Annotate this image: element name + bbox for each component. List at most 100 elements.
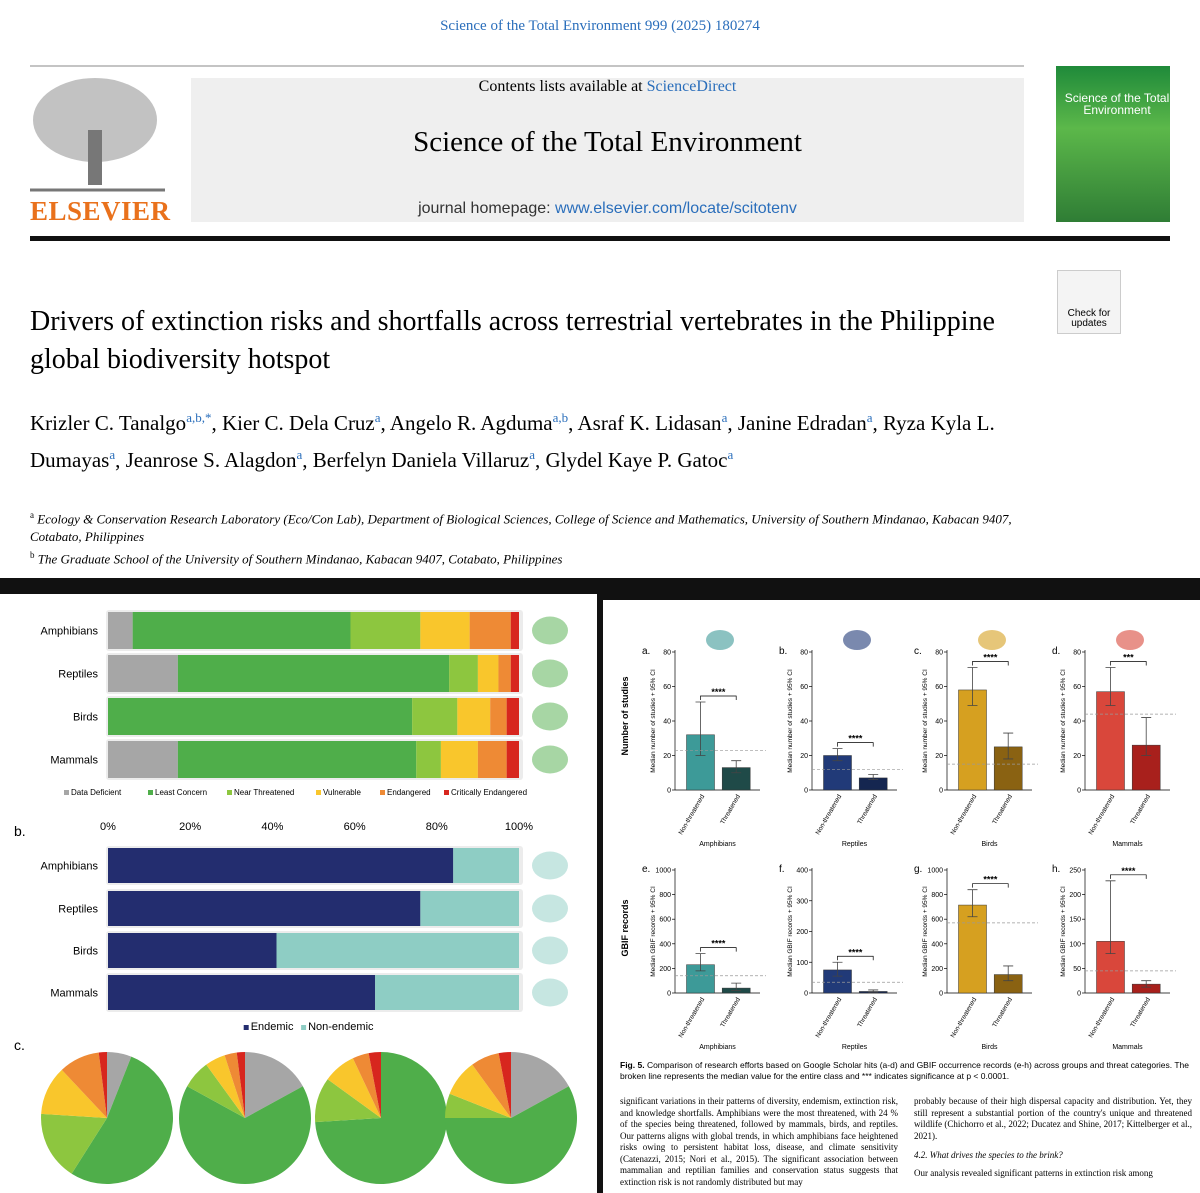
author: Jeanrose S. Alagdona, [125,447,313,472]
significance: **** [848,947,863,957]
column: significant variations in their patterns… [620,1096,898,1193]
homepage-line: journal homepage: www.elsevier.com/locat… [191,200,1024,218]
y-axis-label: Median GBIF records + 95% CI [650,886,657,977]
significance-bracket [837,955,874,961]
significance: *** [1123,653,1134,663]
author-name: Janine Edradan [737,411,867,435]
significance: **** [1121,866,1136,876]
y-tick-label: 0 [667,991,671,998]
author: Ryza Kyla L. Dumayasa, [30,411,995,472]
animal-icon [532,851,568,880]
error-bar [1105,667,1116,706]
bar-segment [132,612,351,649]
panel-letter: g. [914,864,922,875]
x-tick-label: 100% [505,821,533,833]
bar-segment [506,698,519,735]
check-updates[interactable]: Check for updates [1057,270,1121,334]
bar-segment [457,698,491,735]
bar-segment [276,933,519,968]
paragraph: significant variations in their patterns… [620,1096,898,1187]
panel-letter: a. [642,646,650,657]
bar-segment [453,848,519,883]
bar [958,689,987,791]
animal-icon [532,616,568,645]
y-tick-label: 20 [1073,753,1081,760]
bar [823,755,852,791]
group-label: Reptiles [842,1044,868,1051]
author-affil: a [374,410,381,425]
bar-segment [108,698,413,735]
legend-swatch [148,790,153,795]
homepage-link[interactable]: www.elsevier.com/locate/scitotenv [555,200,797,217]
header-thick-rule [30,236,1170,241]
y-tick-label: 60 [935,684,943,691]
y-tick-label: 80 [663,650,671,657]
animal-icon [532,702,568,731]
y-tick-label: 250 [1069,868,1081,875]
bar-segment [177,655,450,692]
authors: Krizler C. Tanalgoa,b,*, Kier C. Dela Cr… [30,402,1030,476]
author-name: Glydel Kaye P. Gatoc [545,448,728,472]
y-axis-label: Median GBIF records + 95% CI [787,886,794,977]
cover-title: Science of the Total Environment [1064,91,1170,117]
citation: Science of the Total Environment 999 (20… [440,18,760,34]
error-bar [1003,965,1014,982]
panel-letter: b. [779,646,787,657]
significance: **** [711,939,726,949]
row-title: GBIF records [620,899,630,956]
y-tick-label: 1000 [927,868,943,875]
bar-segment [416,741,441,778]
column: probably because of their high dispersal… [914,1096,1192,1193]
pie-slice [315,1079,381,1123]
x-tick-label: 40% [261,821,283,833]
y-tick-label: 40 [800,719,808,726]
bar [993,746,1023,791]
y-tick-label: 50 [1073,966,1081,973]
sciencedirect-link[interactable]: ScienceDirect [646,78,737,95]
bar-segment [477,741,507,778]
group-label: Birds [982,841,998,848]
category-label: Amphibians [41,861,99,873]
significance-bracket [700,695,737,701]
legend-label: Endemic [251,1021,294,1033]
author: Glydel Kaye P. Gatoca [545,447,734,472]
bar-segment [420,612,470,649]
pie-slice [107,1052,132,1118]
significance: **** [983,875,998,885]
significance: **** [848,734,863,744]
error-bar [1003,732,1014,760]
y-tick-label: 0 [1077,991,1081,998]
article-title: Drivers of extinction risks and shortfal… [30,306,995,375]
significance-bracket [972,661,1009,666]
significance: **** [983,653,998,663]
bar-segment [108,612,133,649]
author-name: Ryza Kyla L. Dumayas [30,411,995,472]
elsevier-tree [30,78,165,192]
animal-icon [706,630,734,650]
pie-slice [61,1052,107,1118]
y-tick-label: 100 [1069,941,1081,948]
affiliation-text: Ecology & Conservation Research Laborato… [30,511,1012,545]
y-tick-label: 20 [663,753,671,760]
pie-slice [445,1086,577,1184]
legend-label: Non-endemic [308,1021,374,1033]
category-label: Amphibians [41,626,99,638]
y-tick-label: 600 [931,917,943,924]
panel-letter: c. [914,646,922,657]
y-tick-label: 400 [659,941,671,948]
pie-slice [206,1055,245,1118]
bar-segment [108,975,376,1010]
pie-slice [368,1052,381,1118]
bar-segment [440,741,478,778]
error-bar [832,748,843,762]
pie-slice [71,1056,174,1185]
error-bar [1105,880,1116,955]
legend-swatch [243,1025,249,1030]
group-label: Reptiles [842,841,868,848]
bar [1096,691,1125,791]
y-tick-label: 800 [931,892,943,899]
category-label: Reptiles [58,669,98,681]
panel-letter: d. [1052,646,1060,657]
